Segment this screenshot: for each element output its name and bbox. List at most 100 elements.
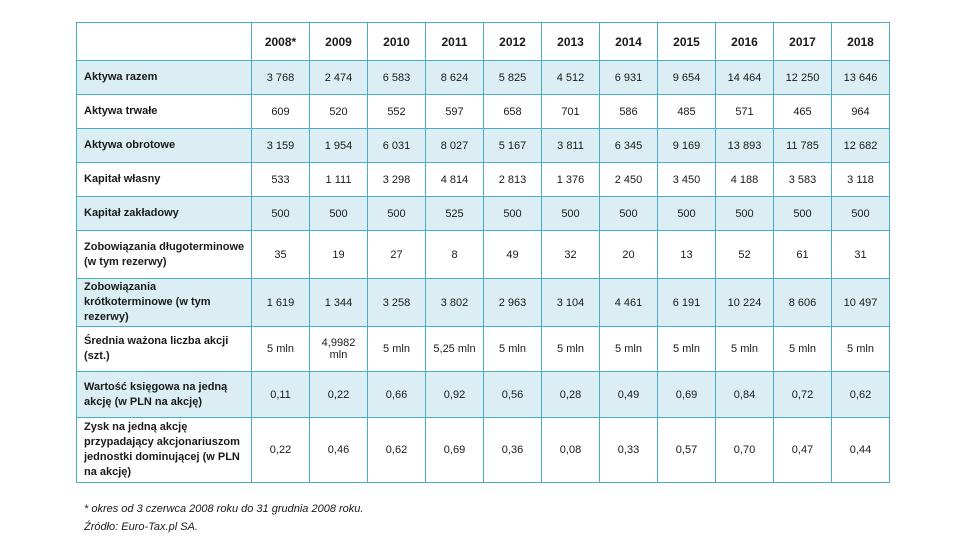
footnote-source: Źródło: Euro-Tax.pl SA. <box>84 521 198 533</box>
table-cell: 500 <box>773 196 832 231</box>
table-cell: 0,56 <box>483 371 542 418</box>
table-cell: 658 <box>483 94 542 129</box>
table-row: Kapitał zakładowy 500 500 500 525 500 500 500 50… <box>76 196 890 231</box>
table-cell: 5 mln <box>773 326 832 372</box>
table-cell: 0,49 <box>599 371 658 418</box>
table-cell: 6 191 <box>657 278 716 327</box>
table-cell: 19 <box>309 230 368 279</box>
table-cell: 4 814 <box>425 162 484 197</box>
table-cell: 500 <box>715 196 774 231</box>
header-row: 2008* 2009 2010 2011 2012 2013 2014 2015… <box>76 22 890 61</box>
table-cell: 0,57 <box>657 417 716 483</box>
table-cell: 4,9982 mln <box>309 326 368 372</box>
table-cell: 3 583 <box>773 162 832 197</box>
table-cell: 13 893 <box>715 128 774 163</box>
table-cell: 5 167 <box>483 128 542 163</box>
table-cell: 525 <box>425 196 484 231</box>
table-cell: 52 <box>715 230 774 279</box>
table-cell: 465 <box>773 94 832 129</box>
table-cell: 0,08 <box>541 417 600 483</box>
financial-data-table: 2008* 2009 2010 2011 2012 2013 2014 2015… <box>76 22 890 483</box>
table-cell: 500 <box>483 196 542 231</box>
table-cell: 964 <box>831 94 890 129</box>
table-cell: 61 <box>773 230 832 279</box>
table-cell: 5 mln <box>367 326 426 372</box>
table-row: Kapitał własny 533 1 111 3 298 4 814 2 813 1 3… <box>76 162 890 197</box>
year-header: 2010 <box>367 22 426 61</box>
table-cell: 20 <box>599 230 658 279</box>
table-cell: 0,28 <box>541 371 600 418</box>
table-cell: 500 <box>657 196 716 231</box>
table-cell: 0,72 <box>773 371 832 418</box>
table-cell: 6 583 <box>367 60 426 95</box>
table-cell: 5 825 <box>483 60 542 95</box>
table-cell: 5 mln <box>541 326 600 372</box>
table-cell: 1 954 <box>309 128 368 163</box>
table-cell: 12 250 <box>773 60 832 95</box>
table-cell: 10 497 <box>831 278 890 327</box>
table-cell: 552 <box>367 94 426 129</box>
table-cell: 1 376 <box>541 162 600 197</box>
row-label: Wartość księgowa na jedną akcję (w PLN n… <box>76 371 252 418</box>
row-label: Aktywa trwałe <box>76 94 252 129</box>
table-cell: 0,62 <box>831 371 890 418</box>
table-cell: 500 <box>541 196 600 231</box>
table-cell: 0,46 <box>309 417 368 483</box>
table-cell: 3 159 <box>251 128 310 163</box>
table-cell: 500 <box>599 196 658 231</box>
table-row: Zysk na jedną akcję przypadający akcjona… <box>76 417 890 483</box>
table-row: Wartość księgowa na jedną akcję (w PLN n… <box>76 371 890 418</box>
table-cell: 4 461 <box>599 278 658 327</box>
table-cell: 5 mln <box>483 326 542 372</box>
table-cell: 0,36 <box>483 417 542 483</box>
table-cell: 701 <box>541 94 600 129</box>
table-cell: 31 <box>831 230 890 279</box>
table-cell: 14 464 <box>715 60 774 95</box>
table-cell: 500 <box>831 196 890 231</box>
table-cell: 0,70 <box>715 417 774 483</box>
table-cell: 2 963 <box>483 278 542 327</box>
table-cell: 520 <box>309 94 368 129</box>
table-cell: 0,66 <box>367 371 426 418</box>
table-cell: 3 258 <box>367 278 426 327</box>
table-cell: 597 <box>425 94 484 129</box>
table-cell: 3 450 <box>657 162 716 197</box>
table-cell: 533 <box>251 162 310 197</box>
table-cell: 4 512 <box>541 60 600 95</box>
table-cell: 27 <box>367 230 426 279</box>
table-cell: 500 <box>367 196 426 231</box>
table-cell: 10 224 <box>715 278 774 327</box>
row-label: Zysk na jedną akcję przypadający akcjona… <box>76 417 252 483</box>
table-cell: 609 <box>251 94 310 129</box>
year-header: 2011 <box>425 22 484 61</box>
table-cell: 8 <box>425 230 484 279</box>
table-cell: 4 188 <box>715 162 774 197</box>
table-cell: 485 <box>657 94 716 129</box>
table-cell: 500 <box>251 196 310 231</box>
row-label: Zobowiązania krótkoterminowe (w tym reze… <box>76 278 252 327</box>
table-cell: 6 931 <box>599 60 658 95</box>
table-cell: 571 <box>715 94 774 129</box>
table-row: Średnia ważona liczba akcji (szt.) 5 mln 4… <box>76 326 890 372</box>
footnote-period: * okres od 3 czerwca 2008 roku do 31 gru… <box>84 503 364 515</box>
table-cell: 8 606 <box>773 278 832 327</box>
table-cell: 0,22 <box>309 371 368 418</box>
table-cell: 9 169 <box>657 128 716 163</box>
table-cell: 35 <box>251 230 310 279</box>
row-label: Zobowiązania długoterminowe (w tym rezer… <box>76 230 252 279</box>
table-cell: 5 mln <box>599 326 658 372</box>
table-cell: 9 654 <box>657 60 716 95</box>
table-cell: 1 111 <box>309 162 368 197</box>
table-cell: 3 104 <box>541 278 600 327</box>
table-cell: 500 <box>309 196 368 231</box>
table-cell: 3 802 <box>425 278 484 327</box>
table-cell: 0,84 <box>715 371 774 418</box>
table-cell: 12 682 <box>831 128 890 163</box>
header-corner-cell <box>76 22 252 61</box>
table-cell: 0,62 <box>367 417 426 483</box>
table-cell: 8 624 <box>425 60 484 95</box>
table-cell: 5 mln <box>657 326 716 372</box>
table-cell: 3 298 <box>367 162 426 197</box>
table-cell: 1 619 <box>251 278 310 327</box>
row-label: Kapitał zakładowy <box>76 196 252 231</box>
